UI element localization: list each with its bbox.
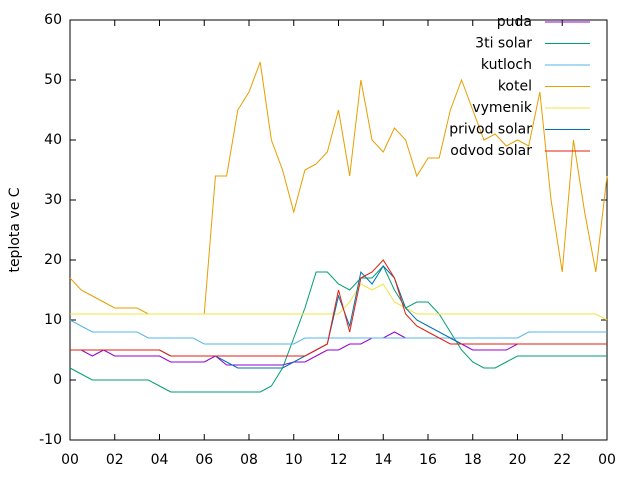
y-tick-label: 40 (44, 132, 62, 148)
x-tick-label: 12 (330, 452, 348, 468)
legend-label: puda (497, 14, 532, 30)
x-tick-label: 00 (598, 452, 616, 468)
x-tick-label: 14 (374, 452, 392, 468)
series-line (70, 259, 607, 357)
x-tick-label: 16 (419, 452, 437, 468)
legend-label: vymenik (472, 100, 533, 116)
series-line (69, 319, 607, 345)
series-line (70, 265, 607, 369)
legend-label: 3ti solar (475, 36, 532, 52)
series-line (69, 265, 607, 393)
legend-label: kutloch (481, 57, 532, 73)
x-tick-label: 10 (285, 452, 303, 468)
y-tick-label: 10 (44, 312, 62, 328)
y-axis-label: teplota ve C (7, 187, 23, 272)
series-line (70, 331, 607, 366)
x-tick-label: 04 (151, 452, 169, 468)
x-tick-label: 02 (106, 452, 124, 468)
legend-label: privod solar (449, 122, 532, 138)
y-tick-label: 60 (44, 12, 62, 28)
x-tick-label: 22 (553, 452, 571, 468)
y-tick-label: -10 (39, 432, 62, 448)
x-tick-label: 08 (240, 452, 258, 468)
y-tick-label: 30 (44, 192, 62, 208)
y-tick-label: 0 (53, 372, 62, 388)
x-tick-label: 18 (464, 452, 482, 468)
legend-label: odvod solar (450, 143, 532, 159)
legend-label: kotel (498, 79, 532, 95)
x-tick-label: 06 (195, 452, 213, 468)
x-tick-label: 20 (509, 452, 527, 468)
y-tick-label: 20 (44, 252, 62, 268)
x-tick-label: 00 (61, 452, 79, 468)
y-tick-label: 50 (44, 72, 62, 88)
series-line (70, 283, 608, 321)
